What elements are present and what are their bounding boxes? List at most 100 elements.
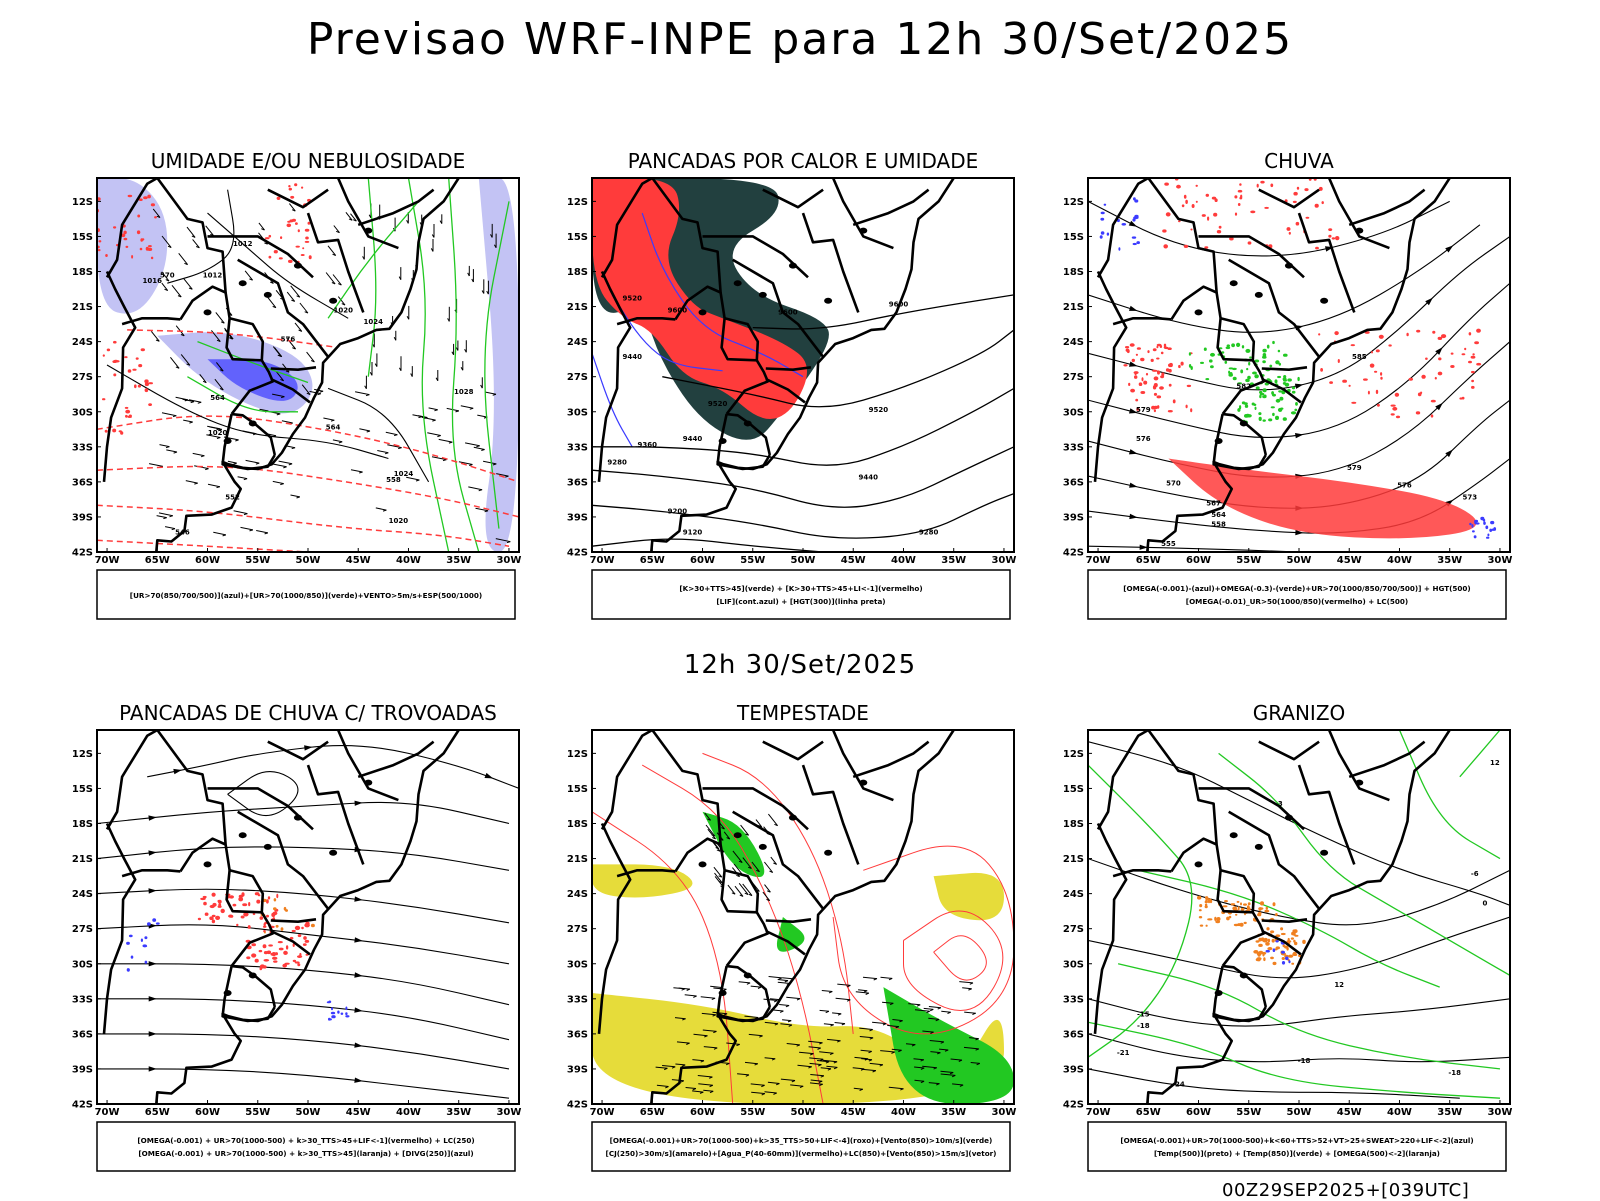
field-speck	[1380, 376, 1383, 380]
wind-vector-head	[481, 290, 485, 294]
wind-vector-head	[173, 451, 178, 454]
field-speck	[1100, 211, 1105, 215]
wind-vector-head	[264, 532, 269, 535]
field-speck	[1474, 341, 1479, 345]
y-tick-label: 12S	[1063, 197, 1084, 208]
field-speck	[1163, 343, 1167, 347]
field-speck	[113, 340, 117, 344]
wind-vector	[780, 1023, 792, 1026]
lake-marker	[824, 297, 833, 304]
y-tick-label: 39S	[72, 512, 93, 523]
wind-vector	[734, 885, 744, 897]
field-speck	[204, 912, 209, 916]
y-tick-label: 18S	[1063, 819, 1084, 830]
border-line	[357, 740, 435, 779]
wind-vector	[180, 354, 191, 366]
field-speck	[1294, 408, 1298, 412]
wind-vector-head	[709, 1076, 713, 1079]
y-tick-label: 18S	[72, 267, 93, 278]
contour-line	[1088, 916, 1510, 979]
wind-vector-head	[348, 218, 353, 221]
y-tick-label: 36S	[72, 477, 93, 488]
field-speck	[1270, 956, 1274, 960]
wind-vector	[385, 431, 398, 436]
wind-vector-head	[406, 316, 410, 320]
wind-vector	[837, 983, 851, 986]
wind-vector-head	[778, 977, 783, 980]
field-speck	[273, 250, 278, 254]
field-speck	[1258, 412, 1262, 416]
wind-vector-head	[882, 1023, 887, 1026]
field-speck	[1249, 356, 1252, 359]
wind-vector-head	[863, 990, 868, 993]
legend-box	[96, 1121, 516, 1172]
wind-vector	[887, 1024, 899, 1028]
border-line	[1261, 366, 1308, 371]
contour-line	[448, 178, 480, 552]
wind-vector-head	[773, 862, 777, 865]
wind-vector	[913, 1058, 924, 1061]
contour-label: -3	[1275, 800, 1283, 808]
wind-vector-head	[229, 337, 234, 340]
wind-vector-head	[202, 380, 207, 384]
wind-vector-head	[368, 214, 372, 219]
wind-vector-head	[949, 1072, 954, 1075]
contour-label: 9600	[889, 301, 909, 309]
contour-label: 9520	[622, 295, 642, 303]
wind-vector	[496, 473, 509, 477]
field-speck	[240, 915, 245, 919]
flow-arrowhead	[354, 1042, 363, 1048]
jet-250-area	[592, 864, 693, 898]
border-line	[724, 869, 770, 967]
wind-vector	[908, 1003, 921, 1006]
field-speck	[113, 373, 117, 377]
field-speck	[1239, 196, 1243, 200]
flow-arrowhead	[1129, 482, 1138, 488]
field-speck	[288, 259, 293, 263]
wind-vector-head	[888, 977, 893, 981]
wind-vector-head	[796, 998, 801, 1001]
y-tick-label: 27S	[72, 372, 93, 383]
field-speck	[1259, 392, 1265, 396]
wind-vector	[290, 494, 300, 498]
flow-arrowhead	[148, 1066, 157, 1072]
wind-vector-head	[711, 997, 716, 1001]
wind-vector-head	[255, 462, 260, 465]
field-speck	[345, 1015, 350, 1018]
border-line	[765, 929, 806, 956]
wind-vector-head	[200, 455, 205, 458]
map-fields: 9600 9600 9600 9520 9520 9520 9440 9440 9440 9360…	[592, 178, 1014, 552]
field-speck	[1121, 223, 1127, 226]
field-speck	[1392, 406, 1398, 411]
border-line	[1261, 377, 1302, 404]
field-speck	[1123, 364, 1128, 367]
contour-line	[933, 935, 987, 981]
wind-vector	[171, 284, 182, 298]
wind-vector-head	[767, 890, 771, 893]
wind-vector-head	[968, 988, 972, 991]
wind-vector	[738, 981, 751, 984]
field-speck	[1195, 200, 1198, 203]
wind-vector	[685, 1087, 696, 1089]
wind-vector-head	[785, 1005, 790, 1008]
y-tick-label: 33S	[72, 994, 93, 1005]
wind-vector	[764, 884, 771, 893]
field-speck	[1233, 923, 1239, 927]
contour-label: 0	[1482, 899, 1487, 907]
field-speck	[1125, 346, 1130, 349]
field-speck	[1180, 361, 1184, 366]
field-speck	[132, 368, 137, 371]
field-speck	[211, 914, 216, 918]
main-title: Previsao WRF-INPE para 12h 30/Set/2025	[306, 14, 1294, 65]
field-speck	[1245, 378, 1250, 383]
y-tick-label: 42S	[567, 1100, 588, 1111]
contour-label: 1012	[233, 240, 253, 248]
lake-marker	[1284, 814, 1293, 821]
field-speck	[276, 196, 281, 200]
field-speck	[273, 960, 278, 963]
field-speck	[1160, 375, 1165, 379]
wind-vector-head	[769, 870, 773, 873]
flow-arrowhead	[484, 772, 494, 779]
lake-marker	[223, 437, 232, 444]
wind-vector	[468, 486, 483, 491]
